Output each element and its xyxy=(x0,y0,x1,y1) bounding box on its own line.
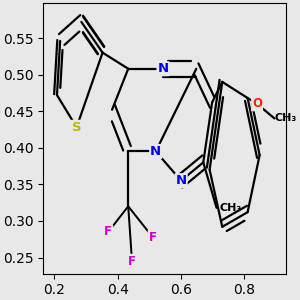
Text: F: F xyxy=(104,225,112,239)
Text: CH₃: CH₃ xyxy=(274,113,297,124)
Text: O: O xyxy=(252,98,262,110)
Text: S: S xyxy=(72,121,81,134)
Text: CH₃: CH₃ xyxy=(220,203,242,213)
Text: F: F xyxy=(148,230,157,244)
Text: F: F xyxy=(128,255,136,268)
Text: N: N xyxy=(150,145,161,158)
Text: N: N xyxy=(176,174,187,187)
Text: N: N xyxy=(158,62,169,75)
